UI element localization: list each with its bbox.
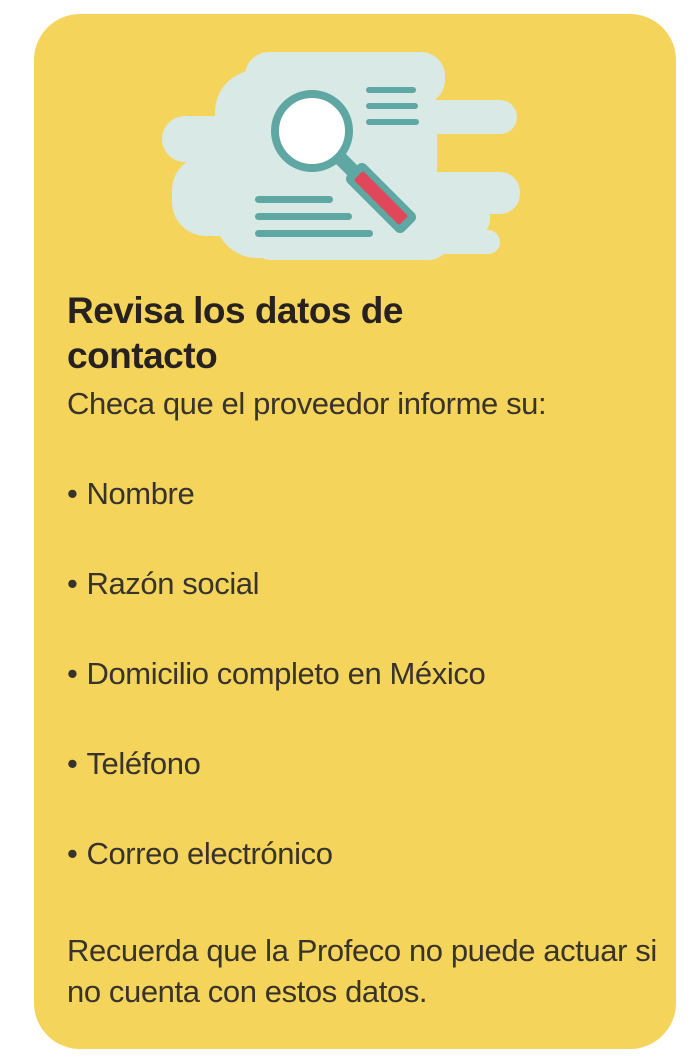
checklist-item-label: Teléfono [86, 746, 201, 781]
bullet-icon: • [67, 746, 78, 781]
infographic-card: Revisa los datos de contacto Checa que e… [34, 14, 676, 1049]
footer-note: Recuerda que la Profeco no puede actuar … [67, 933, 657, 1009]
contact-checklist: • Nombre • Razón social • Domicilio complet… [67, 476, 486, 926]
checklist-item-label: Correo electrónico [86, 836, 333, 871]
magnifier-lens [271, 90, 353, 172]
checklist-item-label: Domicilio completo en México [86, 656, 486, 691]
checklist-item-label: Razón social [86, 566, 260, 601]
checklist-item: • Correo electrónico [67, 836, 485, 872]
magnifier-handle [346, 163, 416, 233]
magnifier-documents-illustration [162, 52, 520, 260]
checklist-item-label: Nombre [86, 476, 195, 511]
checklist-item: • Domicilio completo en México [67, 656, 486, 692]
card-title: Revisa los datos de contacto [67, 290, 403, 376]
checklist-item: • Nombre [67, 476, 485, 512]
bullet-icon: • [67, 566, 78, 601]
bullet-icon: • [67, 476, 78, 511]
document-lines-bottom-icon [255, 196, 373, 237]
checklist-item: • Teléfono [67, 746, 485, 782]
checklist-item: • Razón social [67, 566, 485, 602]
bullet-icon: • [67, 836, 78, 871]
document-lines-top-icon [366, 87, 419, 125]
bullet-icon: • [67, 656, 78, 691]
card-subtitle: Checa que el proveedor informe su: [67, 386, 547, 421]
magnifying-glass-icon [271, 90, 416, 233]
